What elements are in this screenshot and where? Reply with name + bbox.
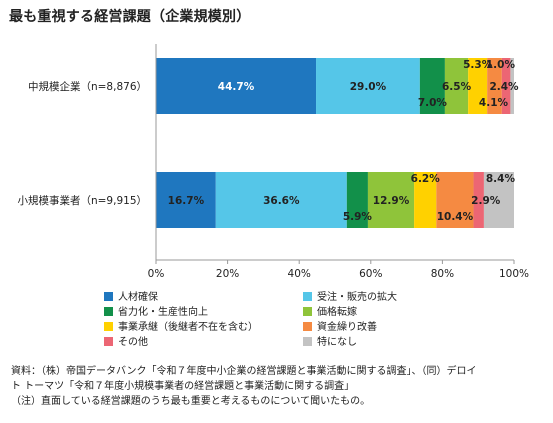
bar-segment (436, 172, 474, 228)
data-label: 10.4% (437, 211, 474, 223)
category-label: 中規模企業（n=8,876） (28, 80, 147, 93)
bar-segment (419, 58, 445, 114)
bar-segment (473, 172, 484, 228)
legend-label: 価格転嫁 (317, 305, 357, 318)
bar-segment (346, 172, 368, 228)
source-note-line-2: ト トーマツ「令和７年度小規模事業者の経営課題と事業活動に関する調査」 (11, 381, 355, 392)
x-tick-label: 20% (216, 268, 239, 280)
data-label: 16.7% (168, 195, 205, 207)
x-tick-label: 80% (431, 268, 454, 280)
legend-label: 特になし (317, 336, 357, 348)
bar-segment (468, 58, 488, 114)
bar-segment (215, 172, 347, 228)
x-tick-label: 100% (499, 268, 529, 280)
data-label: 6.5% (442, 81, 472, 93)
category-label: 小規模事業者（n=9,915） (17, 194, 147, 207)
data-label: 4.1% (479, 97, 509, 109)
legend-label: その他 (118, 335, 148, 348)
legend-swatch (104, 292, 113, 301)
legend-label: 資金繰り改善 (317, 320, 377, 333)
legend-label: 事業承継（後継者不在を含む） (118, 320, 258, 333)
data-label: 2.9% (471, 195, 501, 207)
data-label: 36.6% (263, 195, 300, 207)
bar-segment (414, 172, 437, 228)
legend-swatch (303, 292, 312, 301)
bar-segment (444, 58, 469, 114)
source-note-line-1: 資料：（株）帝国データバンク「令和７年度中小企業の経営課題と事業活動に関する調査… (11, 366, 477, 377)
legend-swatch (303, 307, 312, 316)
bar-segment (316, 58, 420, 114)
bar-segment (501, 58, 511, 114)
legend-swatch (303, 322, 312, 331)
legend-swatch (104, 337, 113, 346)
data-label: 8.4% (486, 173, 516, 185)
data-label: 7.0% (418, 97, 448, 109)
data-label: 29.0% (350, 81, 387, 93)
data-label: 5.9% (343, 211, 373, 223)
data-label: 5.3% (463, 59, 493, 71)
legend-swatch (104, 307, 113, 316)
data-label: 12.9% (373, 195, 410, 207)
bar-segment (510, 58, 514, 114)
x-tick-label: 60% (359, 268, 382, 280)
legend-label: 省力化・生産性向上 (118, 305, 208, 318)
legend-label: 人材確保 (118, 290, 158, 303)
chart-title: 最も重視する経営課題（企業規模別） (9, 9, 251, 25)
legend-swatch (104, 322, 113, 331)
x-tick-label: 0% (148, 268, 165, 280)
bar-segment (487, 58, 502, 114)
bar-segment (156, 58, 317, 114)
bar-segment (367, 172, 415, 228)
bar-segment (483, 172, 514, 228)
data-label: 6.2% (411, 173, 441, 185)
footnote: （注）直面している経営課題のうち最も重要と考えるものについて聞いたもの。 (11, 396, 371, 407)
legend-swatch (303, 337, 312, 346)
stacked-bar-chart: 中規模企業（n=8,876） 小規模事業者（n=9,915） 44.7% 29.0% 7… (17, 44, 529, 348)
data-label: 44.7% (218, 81, 255, 93)
data-label: 1.0% (486, 59, 516, 71)
bar-segment (156, 172, 216, 228)
x-tick-label: 40% (288, 268, 311, 280)
legend-label: 受注・販売の拡大 (317, 290, 397, 303)
data-label: 2.4% (489, 81, 519, 93)
